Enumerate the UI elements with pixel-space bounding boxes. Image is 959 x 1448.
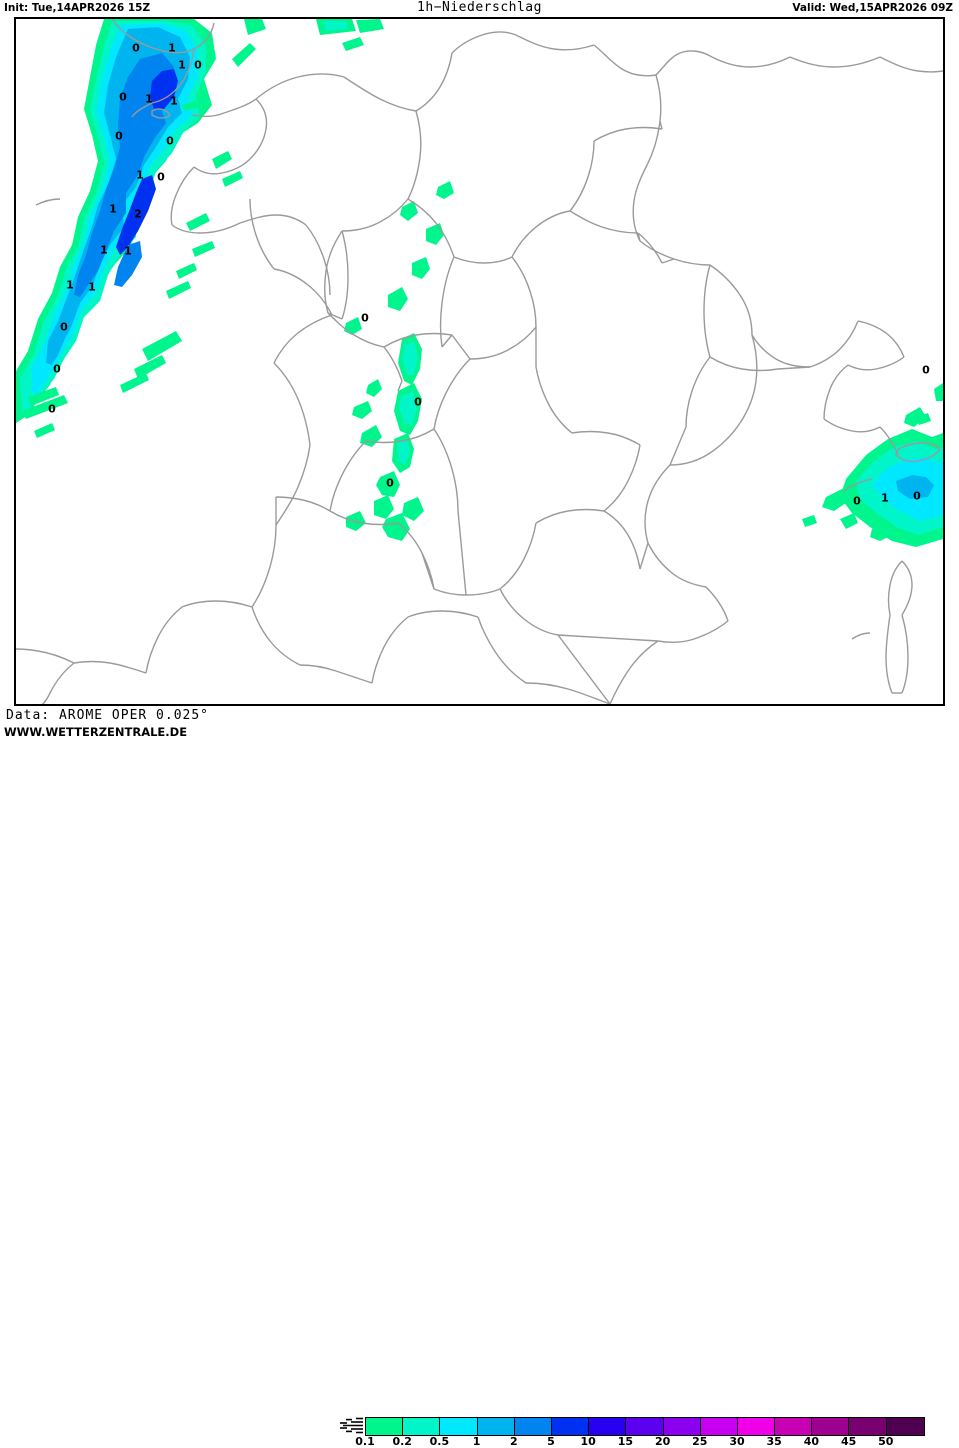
header-bar: Init: Tue,14APR2026 15Z 1h−Niederschlag … [0, 0, 959, 17]
colorbar-tick-10: 10 [580, 1435, 596, 1448]
colorbar-legend[interactable]: 0.1 0.2 0.5 1 2 5 10 15 20 25 30 35 40 45 50 [332, 1416, 952, 1448]
colorbar-tick-15: 15 [617, 1435, 634, 1448]
colorbar-band-0.1 [366, 1418, 404, 1435]
colorbar-tick-5: 5 [547, 1435, 555, 1448]
colorbar-tick-0.1: 0.1 [355, 1435, 375, 1448]
below-threshold-hatch-icon [332, 1417, 364, 1434]
footer-bar: Data: AROME OPER 0.025° WWW.WETTERZENTRA… [0, 706, 959, 1448]
colorbar-band-1 [477, 1418, 515, 1435]
colorbar-tick-35: 35 [766, 1435, 782, 1448]
colorbar-band-10 [589, 1418, 627, 1435]
colorbar-band-2 [514, 1418, 552, 1435]
colorbar-band-40 [812, 1418, 850, 1435]
colorbar-band-0.5 [440, 1418, 478, 1435]
colorbar-tick-50: 50 [878, 1435, 894, 1448]
colorbar-tick-labels: 0.1 0.2 0.5 1 2 5 10 15 20 25 30 35 40 45 50 [355, 1435, 923, 1448]
colorbar-tick-0.2: 0.2 [392, 1435, 412, 1448]
colorbar-band-0.2 [403, 1418, 441, 1435]
precip-band-alps [802, 383, 943, 547]
site-url-label: WWW.WETTERZENTRALE.DE [4, 725, 188, 739]
valid-time-label: Valid: Wed,15APR2026 09Z [792, 2, 953, 14]
colorbar-band-35 [775, 1418, 813, 1435]
precipitation-map [16, 19, 943, 704]
colorbar-tick-45: 45 [840, 1435, 857, 1448]
colorbar-tick-25: 25 [692, 1435, 708, 1448]
data-source-label: Data: AROME OPER 0.025° [6, 708, 210, 723]
colorbar-bands[interactable] [365, 1417, 925, 1436]
colorbar-tick-0.5: 0.5 [429, 1435, 450, 1448]
colorbar-tick-30: 30 [729, 1435, 745, 1448]
colorbar-band-20 [663, 1418, 701, 1435]
colorbar-band-15 [626, 1418, 664, 1435]
map-borders [16, 19, 943, 704]
colorbar-band-5 [551, 1418, 590, 1435]
colorbar-band-30 [737, 1418, 776, 1435]
colorbar-tick-2: 2 [509, 1435, 518, 1448]
precip-band-atlantic [16, 19, 364, 438]
colorbar-band-45 [849, 1418, 887, 1435]
page-title: 1h−Niederschlag [417, 0, 542, 15]
colorbar-band-25 [700, 1418, 738, 1435]
init-time-label: Init: Tue,14APR2026 15Z [4, 2, 151, 14]
colorbar-band-50 [886, 1418, 924, 1435]
colorbar-tick-20: 20 [654, 1435, 671, 1448]
colorbar-tick-40: 40 [803, 1435, 820, 1448]
colorbar-tick-1: 1 [472, 1435, 481, 1448]
